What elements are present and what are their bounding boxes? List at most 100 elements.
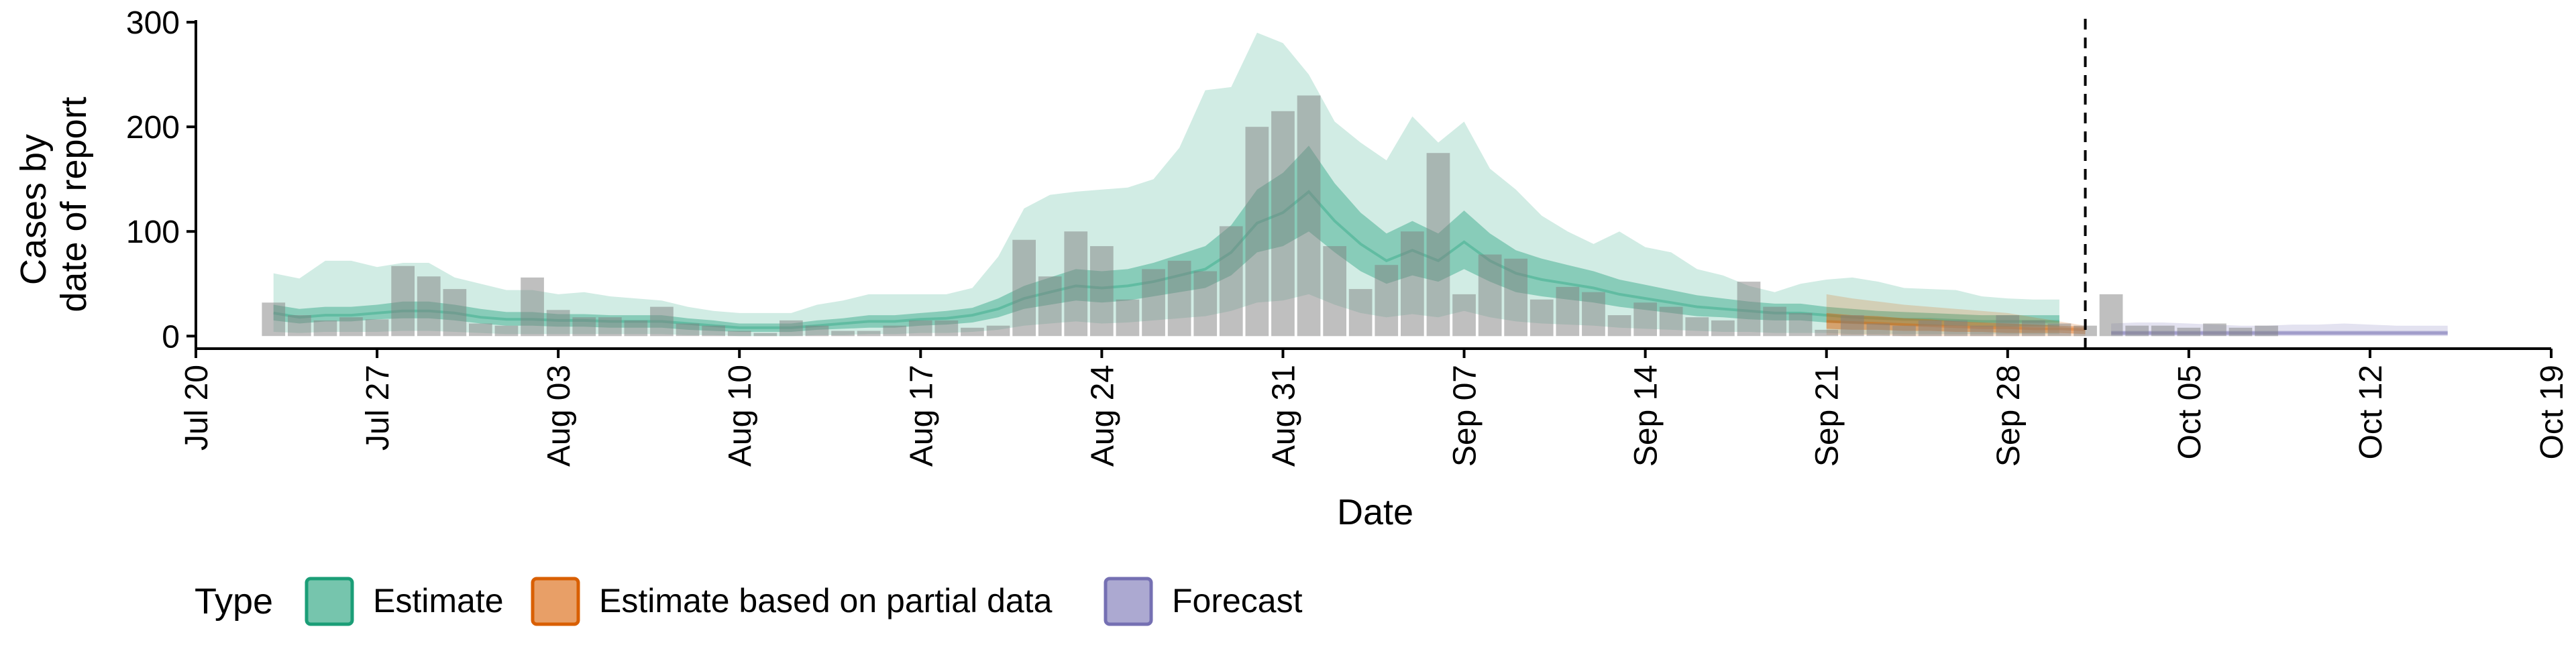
case-bar — [1892, 325, 1916, 337]
case-bar — [2255, 325, 2278, 337]
case-bar — [1556, 286, 1580, 337]
case-bar — [1142, 269, 1165, 337]
case-bar — [2229, 327, 2253, 337]
case-bar — [2074, 325, 2097, 337]
legend-label-forecast: Forecast — [1172, 582, 1303, 620]
case-bar — [598, 317, 622, 337]
legend-label-estimate: Estimate — [373, 582, 504, 620]
case-bar — [1348, 289, 1373, 337]
case-bar — [1401, 231, 1424, 337]
case-bar — [2099, 294, 2123, 337]
case-bar — [1815, 329, 1838, 337]
case-bar — [1918, 320, 1942, 337]
y-axis-title: Cases by date of report — [13, 97, 94, 312]
case-bar — [1090, 246, 1114, 337]
case-bar — [1737, 282, 1761, 337]
case-bar — [624, 320, 648, 337]
x-tick-label: Oct 19 — [2534, 365, 2570, 459]
case-bar — [883, 325, 907, 337]
x-tick-label: Aug 03 — [541, 365, 577, 467]
case-bar — [313, 320, 337, 337]
case-bar — [986, 325, 1010, 337]
case-bar — [1375, 265, 1399, 337]
case-bar — [2125, 325, 2149, 337]
x-tick-label: Oct 05 — [2172, 365, 2208, 459]
case-bar — [908, 320, 932, 337]
x-axis-title: Date — [1337, 492, 1413, 532]
case-bar — [469, 323, 492, 337]
case-bar — [1944, 320, 1968, 337]
case-bar — [339, 317, 363, 337]
y-tick-label: 0 — [162, 319, 180, 355]
case-bar — [2151, 325, 2175, 337]
case-bar — [805, 325, 829, 337]
case-bar — [1633, 302, 1657, 337]
case-bar — [1866, 323, 1890, 337]
case-bar — [1711, 320, 1735, 337]
legend: Type Estimate Estimate based on partial … — [195, 577, 1303, 626]
case-bar — [572, 317, 596, 337]
case-bar — [1582, 292, 1605, 337]
case-bar — [391, 266, 415, 337]
x-tick-label: Aug 24 — [1085, 365, 1120, 467]
legend-key-estimate — [305, 577, 354, 626]
case-bar — [753, 333, 777, 337]
case-bar — [1426, 153, 1450, 337]
x-tick-label: Jul 20 — [179, 365, 215, 451]
case-bar — [1297, 95, 1321, 337]
case-bar — [676, 323, 700, 337]
x-tick-label: Sep 28 — [1991, 365, 2027, 467]
y-axis-title-line-1: Cases by — [13, 134, 54, 285]
y-tick-layer: 0 100 200 300 — [126, 5, 196, 355]
y-tick-label: 300 — [126, 5, 180, 41]
case-bar — [1607, 315, 1631, 337]
x-tick-label: Jul 27 — [360, 365, 396, 451]
case-bar — [650, 306, 674, 337]
case-bar — [1193, 271, 1218, 337]
case-bar — [1659, 306, 1683, 337]
case-bar — [1529, 299, 1554, 337]
x-tick-label: Sep 21 — [1810, 365, 1845, 467]
ci90-band-estimate — [273, 32, 2059, 337]
legend-key-partial — [531, 577, 580, 626]
case-bar — [1038, 276, 1062, 337]
legend-label-partial: Estimate based on partial data — [599, 582, 1053, 620]
case-bar — [702, 325, 725, 337]
case-bar — [1064, 231, 1088, 337]
ci90-band-estimate-based-on-partial-data — [1826, 294, 2086, 337]
x-tick-label: Aug 31 — [1267, 365, 1302, 467]
case-bar — [417, 276, 441, 337]
case-bar — [1788, 312, 1813, 337]
x-tick-label: Aug 17 — [904, 365, 939, 467]
case-bar — [1012, 239, 1036, 337]
case-bar — [365, 319, 389, 337]
case-bar — [521, 277, 544, 337]
case-bar — [494, 325, 519, 337]
case-bar — [262, 302, 286, 337]
axes-layer — [195, 20, 2551, 350]
legend-key-forecast — [1104, 577, 1153, 626]
case-bar — [1840, 315, 1864, 337]
y-tick-label: 100 — [126, 215, 180, 250]
case-bar — [1116, 299, 1140, 337]
case-bar — [1763, 306, 1786, 337]
case-bar — [1271, 111, 1295, 337]
case-bar — [1504, 258, 1527, 337]
case-bar — [1219, 226, 1243, 337]
x-tick-layer: Jul 20 Jul 27 Aug 03 Aug 10 Aug 17 Aug 24 Aug … — [179, 349, 2570, 467]
case-bar — [2047, 323, 2072, 337]
median-line-estimate — [273, 190, 2059, 329]
x-tick-label: Sep 14 — [1629, 365, 1664, 467]
case-bar — [961, 327, 984, 337]
case-bar — [1167, 260, 1191, 337]
case-bar — [2203, 323, 2226, 337]
case-bar — [1323, 246, 1346, 337]
y-axis-title-line-2: date of report — [54, 97, 94, 312]
x-tick-label: Oct 12 — [2353, 365, 2389, 459]
case-bar — [1996, 315, 2020, 337]
bar-layer — [262, 95, 2278, 337]
case-bar — [1245, 127, 1269, 337]
case-bar — [934, 320, 959, 337]
